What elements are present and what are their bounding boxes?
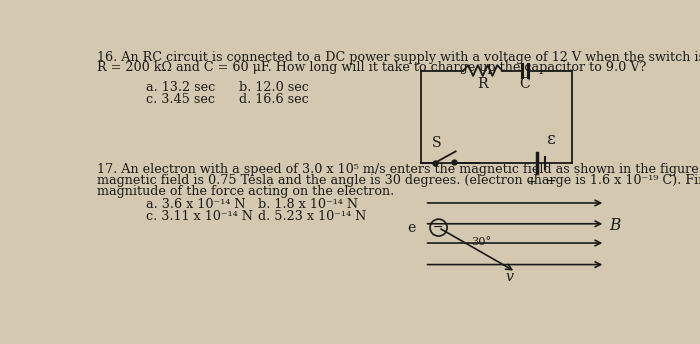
Text: magnetic field is 0.75 Tesla and the angle is 30 degrees. (electron charge is 1.: magnetic field is 0.75 Tesla and the ang… <box>97 174 700 187</box>
Text: C: C <box>519 77 530 91</box>
Text: 17. An electron with a speed of 3.0 x 10⁵ m/s enters the magnetic field as shown: 17. An electron with a speed of 3.0 x 10… <box>97 163 700 176</box>
Text: b. 1.8 x 10⁻¹⁴ N: b. 1.8 x 10⁻¹⁴ N <box>258 198 358 211</box>
Text: d. 16.6 sec: d. 16.6 sec <box>239 93 309 106</box>
Text: b. 12.0 sec: b. 12.0 sec <box>239 81 309 94</box>
Text: d. 5.23 x 10⁻¹⁴ N: d. 5.23 x 10⁻¹⁴ N <box>258 210 366 223</box>
Text: e: e <box>407 221 416 235</box>
Text: c. 3.11 x 10⁻¹⁴ N: c. 3.11 x 10⁻¹⁴ N <box>146 210 253 223</box>
Text: −: − <box>545 174 556 188</box>
Text: −: − <box>433 221 443 234</box>
Text: magnitude of the force acting on the electron.: magnitude of the force acting on the ele… <box>97 184 394 197</box>
Text: B: B <box>609 217 620 234</box>
Text: c. 3.45 sec: c. 3.45 sec <box>146 93 215 106</box>
Text: v: v <box>505 270 514 284</box>
Text: ε: ε <box>547 131 555 148</box>
Text: S: S <box>431 136 441 150</box>
Text: +: + <box>526 175 536 188</box>
Text: 16. An RC circuit is connected to a DC power supply with a voltage of 12 V when : 16. An RC circuit is connected to a DC p… <box>97 51 700 64</box>
Text: a. 13.2 sec: a. 13.2 sec <box>146 81 215 94</box>
Text: a. 3.6 x 10⁻¹⁴ N: a. 3.6 x 10⁻¹⁴ N <box>146 198 245 211</box>
Text: R = 200 kΩ and C = 60 μF. How long will it take to charge up the capacitor to 9.: R = 200 kΩ and C = 60 μF. How long will … <box>97 61 646 74</box>
Text: 30°: 30° <box>471 237 491 247</box>
Text: R: R <box>477 77 488 91</box>
